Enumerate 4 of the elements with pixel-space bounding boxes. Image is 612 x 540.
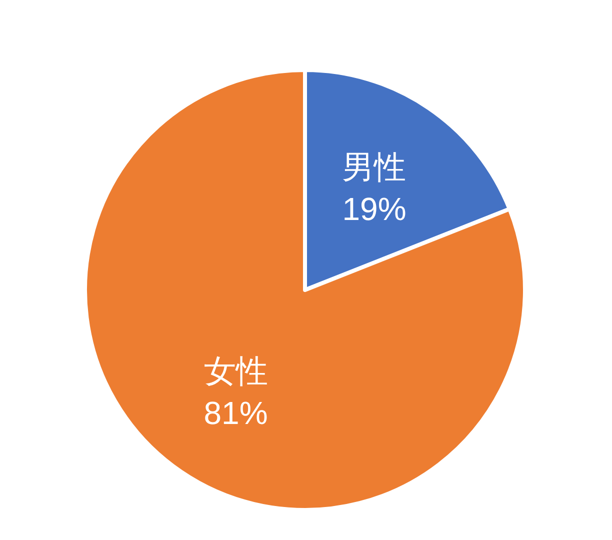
slice-label: 男性: [342, 149, 406, 186]
data-label: 81%: [204, 394, 268, 431]
slice-label: 女性: [204, 352, 268, 389]
data-label: 19%: [342, 191, 406, 228]
